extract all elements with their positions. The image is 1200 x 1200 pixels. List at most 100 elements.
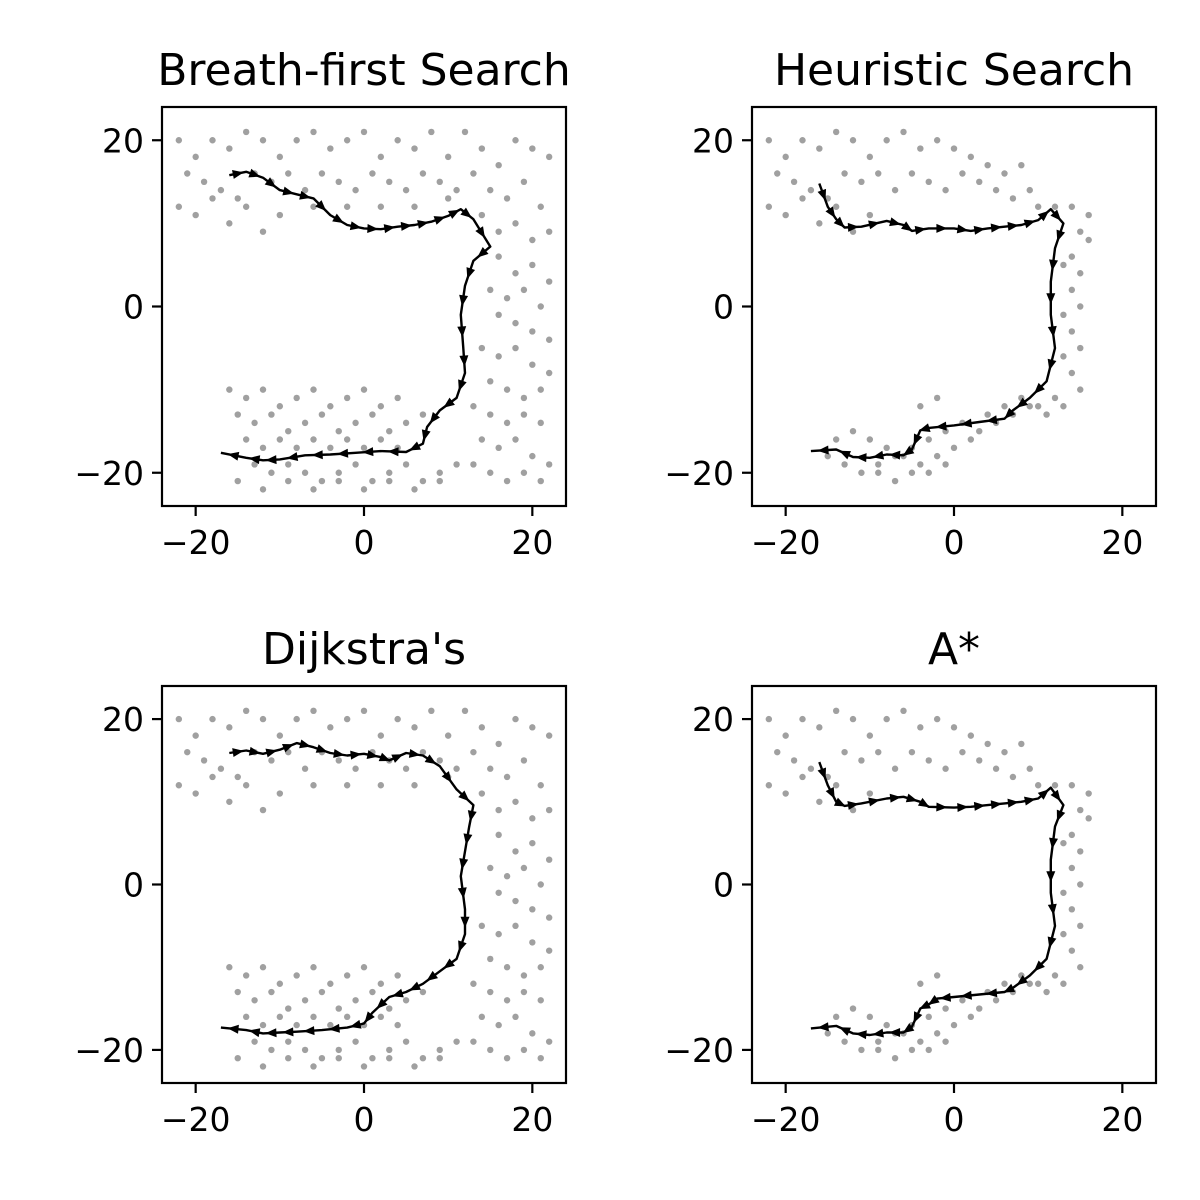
path-arrow: [889, 1028, 901, 1037]
path-arrow: [424, 754, 437, 765]
scatter-point: [816, 220, 823, 227]
scatter-point: [495, 740, 502, 748]
scatter-point: [1077, 344, 1084, 352]
path-arrow: [817, 188, 827, 201]
scatter-point: [386, 1046, 393, 1054]
scatter-point: [520, 972, 528, 979]
path-arrow: [265, 1028, 277, 1038]
scatter-point: [461, 128, 469, 136]
scatter-point: [545, 1038, 553, 1045]
scatter-point: [908, 1046, 916, 1054]
scatter-point: [285, 427, 292, 435]
scatter-point: [343, 1013, 351, 1021]
scatter-point: [512, 715, 519, 723]
scatter-point: [1034, 203, 1042, 210]
x-tick-label: 20: [1101, 523, 1143, 562]
scatter-point: [1085, 790, 1092, 797]
path-arrow: [985, 415, 998, 425]
scatter-point: [377, 980, 385, 987]
scatter-point: [782, 153, 789, 161]
path-arrow: [1046, 871, 1056, 883]
scatter-point: [234, 1054, 241, 1062]
scatter-point: [242, 1013, 250, 1021]
scatter-point: [285, 1005, 292, 1012]
scatter-point: [1009, 195, 1017, 202]
scatter-point: [268, 411, 275, 418]
scatter-point: [226, 798, 233, 805]
scatter-point: [301, 186, 309, 194]
path-arrow: [383, 224, 396, 234]
path-arrow: [349, 221, 362, 231]
scatter-point: [512, 1013, 519, 1021]
scatter-point: [1051, 972, 1059, 979]
scatter-point: [411, 145, 418, 152]
x-tick-label: 20: [511, 523, 553, 562]
path-line: [220, 170, 492, 462]
scatter-point: [512, 319, 519, 327]
scatter-point: [529, 939, 536, 946]
scatter-point: [285, 461, 292, 468]
scatter-point: [503, 873, 511, 880]
scatter-point: [310, 964, 317, 971]
scatter-point: [512, 798, 519, 805]
path-arrow: [957, 802, 969, 812]
path-arrow: [367, 224, 379, 234]
path-arrow: [960, 990, 973, 1000]
scatter-point: [369, 1054, 376, 1062]
scatter-point: [545, 947, 553, 954]
scatter-point: [495, 253, 502, 260]
path-arrow: [1037, 210, 1050, 222]
path-arrow: [387, 447, 399, 457]
scatter-point: [925, 469, 932, 476]
scatter-point: [242, 782, 250, 789]
scatter-points: [175, 128, 553, 493]
scatter-point: [478, 145, 486, 152]
scatter-point: [841, 1038, 848, 1045]
scatter-point: [1026, 765, 1033, 772]
scatter-point: [259, 228, 267, 235]
scatter-point: [841, 461, 848, 468]
scatter-point: [293, 394, 300, 402]
scatter-point: [529, 1030, 536, 1037]
scatter-point: [1018, 161, 1025, 169]
scatter-point: [217, 186, 225, 194]
path-arrow: [248, 1028, 261, 1038]
path-arrow: [311, 450, 323, 460]
scatter-point: [226, 964, 233, 971]
path-arrow: [362, 447, 374, 457]
scatter-point: [318, 988, 326, 996]
path-arrow: [868, 220, 880, 230]
path-arrow: [902, 1023, 915, 1034]
path-arrow: [868, 797, 880, 807]
path-arrow: [400, 221, 413, 231]
scatter-point: [436, 469, 443, 476]
scatter-point: [259, 806, 267, 814]
x-tick-label: −20: [161, 523, 231, 562]
scatter-point: [799, 137, 806, 144]
scatter-point: [520, 178, 528, 186]
scatter-point: [343, 782, 351, 789]
path-arrow: [328, 1023, 340, 1033]
path-arrow: [460, 916, 470, 928]
path-arrow: [337, 448, 349, 458]
path-arrow: [936, 223, 948, 233]
scatter-point: [917, 724, 924, 731]
scatter-point: [310, 782, 317, 789]
scatter-point: [276, 980, 284, 987]
scatter-point: [520, 411, 528, 418]
scatter-point: [866, 153, 874, 161]
scatter-point: [1068, 253, 1076, 260]
path-arrow: [315, 744, 328, 753]
scatter-point: [352, 1038, 359, 1045]
scatter-point: [512, 137, 519, 144]
scatter-point: [1001, 170, 1008, 177]
scatter-point: [301, 469, 309, 476]
scatter-point: [883, 715, 890, 723]
scatter-point: [242, 394, 250, 402]
scatter-point: [276, 403, 284, 410]
scatter-point: [495, 889, 502, 896]
path-arrow: [232, 170, 244, 179]
subplot-title: Dijkstra's: [262, 624, 466, 675]
path-arrow: [956, 224, 969, 234]
scatter-point: [908, 170, 916, 177]
